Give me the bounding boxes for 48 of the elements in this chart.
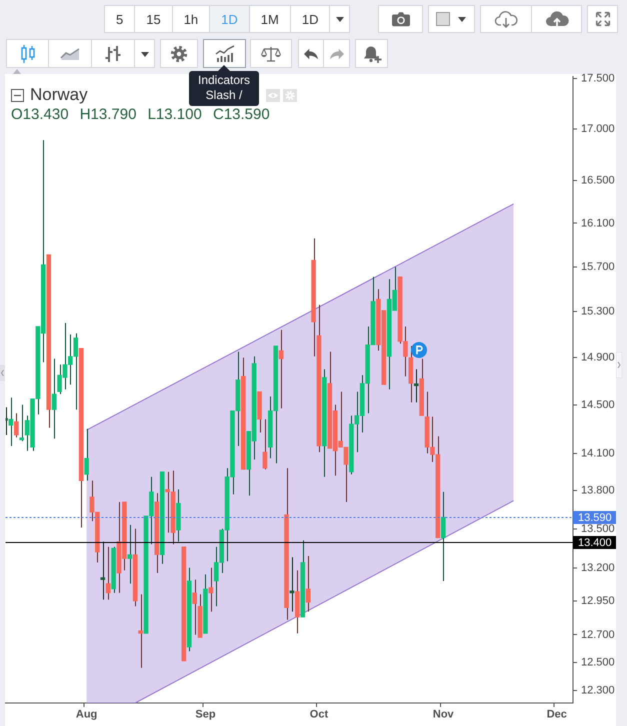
candlestick: [306, 555, 310, 612]
x-tick-label: Sep: [195, 708, 216, 721]
y-tick-label: 12.700: [581, 628, 615, 641]
y-tick-label: 14.900: [581, 352, 615, 364]
candlestick: [278, 329, 284, 409]
y-tick-label: 16.500: [581, 174, 615, 187]
y-tick-label: 15.300: [581, 306, 615, 318]
y-tick-label: 14.500: [581, 398, 615, 411]
y-tick-label: 13.800: [581, 484, 615, 497]
ref-line-label: 13.400: [578, 537, 612, 550]
x-tick-label: Aug: [76, 708, 98, 721]
x-tick-label: Oct: [310, 708, 328, 721]
candlestick: [440, 491, 446, 582]
button: 1D: [290, 5, 330, 33]
y-tick-label: 12.950: [581, 594, 615, 607]
button: 5: [104, 5, 136, 33]
candlestick: [52, 358, 56, 440]
y-tick-label: 17.500: [581, 72, 615, 85]
candlestick: [127, 524, 132, 584]
candlestick: [414, 368, 419, 403]
y-tick-label: 13.500: [581, 522, 615, 535]
y-tick-label: 12.300: [581, 684, 615, 696]
candlestick: [262, 418, 268, 470]
y-tick-label: 14.100: [581, 447, 615, 460]
tooltip: Indicators Slash /: [189, 65, 259, 106]
annotation: O13.430 H13.790 L13.100 C13.590: [11, 106, 270, 123]
candlestick: [84, 428, 89, 482]
x-tick-label: Dec: [546, 708, 567, 721]
annotation: Slash /: [204, 88, 244, 103]
y-tick-label: 12.500: [581, 656, 615, 668]
candlestick: [290, 556, 294, 612]
candlestick: [106, 546, 111, 600]
annotation: Indicators: [196, 73, 252, 88]
y-tick-label: 16.100: [581, 217, 615, 230]
button: 1D: [209, 5, 250, 33]
text: Norway: [30, 85, 88, 105]
y-tick-label: 17.000: [581, 122, 615, 135]
y-tick-label: 15.700: [581, 260, 615, 273]
button: 1M: [248, 5, 291, 33]
y-tick-label: 13.200: [581, 562, 615, 574]
ref-line-label: 13.590: [578, 512, 612, 524]
candlestick: [100, 541, 106, 600]
button: 1h: [172, 5, 210, 33]
button: 15: [134, 5, 173, 33]
candlestick: [14, 412, 19, 438]
x-tick-label: Nov: [432, 708, 455, 721]
candlestick: [8, 397, 14, 446]
candlestick: [19, 404, 24, 442]
